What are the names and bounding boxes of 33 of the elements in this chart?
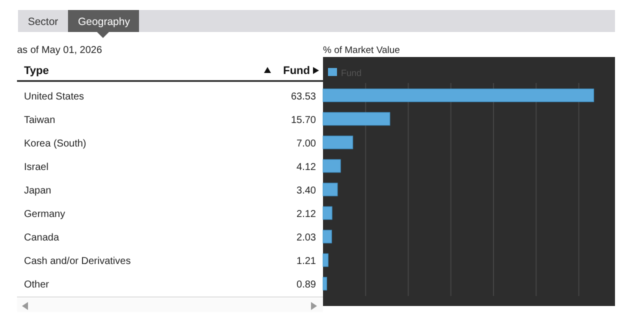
data-label: 3.40 [296, 186, 316, 196]
bar [322, 276, 328, 290]
y-tick-label: Canada [24, 232, 60, 244]
text: Sector [28, 16, 59, 28]
y-tick-label: United States [24, 91, 84, 102]
data-label: 1.21 [296, 256, 316, 268]
text: as of May 01, 2026 [17, 45, 102, 56]
bar [322, 206, 332, 220]
bar [322, 230, 332, 244]
bar [322, 112, 390, 126]
data-label: 7.00 [296, 138, 316, 150]
y-tick-label: Japan [24, 186, 52, 196]
text: Fund [283, 65, 310, 77]
bar [322, 182, 338, 196]
y-tick-label: Germany [24, 209, 66, 220]
data-label: 4.12 [296, 162, 316, 173]
data-label: 15.70 [290, 114, 316, 126]
y-tick-label: Other [24, 280, 50, 291]
bar [322, 253, 328, 267]
data-label: 0.89 [296, 280, 316, 291]
data-label: 2.03 [296, 232, 316, 244]
y-tick-label: Taiwan [24, 114, 56, 126]
x-axis-title: % of Market Value [323, 45, 400, 56]
y-tick-label: Korea (South) [24, 138, 86, 150]
data-label: 63.53 [290, 91, 316, 102]
y-tick-label: Cash and/or Derivatives [24, 256, 131, 268]
bar [322, 88, 594, 102]
text: Geography [78, 16, 131, 28]
data-label: 2.12 [296, 209, 316, 220]
bar [322, 136, 354, 150]
y-tick-label: Israel [24, 162, 48, 173]
bar [322, 159, 341, 173]
y-axis-title: Type [24, 65, 49, 77]
